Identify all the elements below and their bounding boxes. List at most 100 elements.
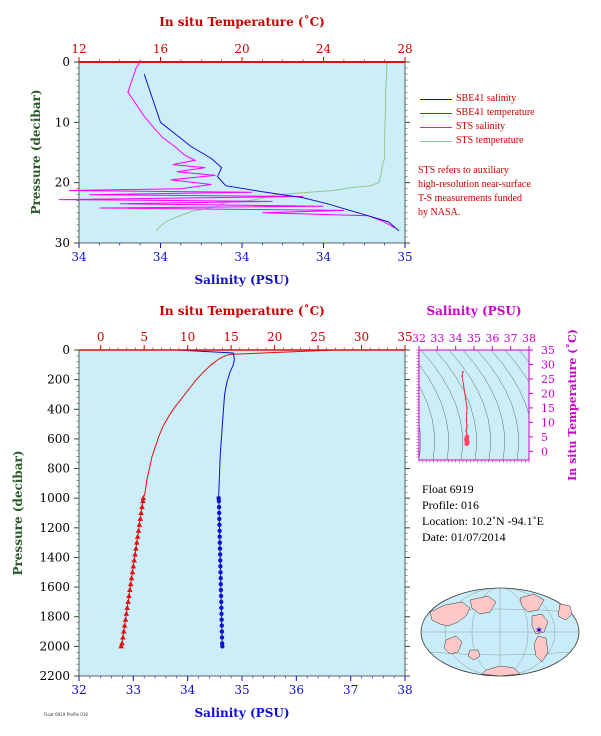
pressure-tick-label: 600: [47, 432, 70, 446]
footer-id: Float 6919 Profile 016: [44, 712, 88, 717]
density-contour: [490, 350, 529, 416]
temperature-tick-label: 0: [97, 330, 105, 344]
profile-number: Profile: 016: [422, 498, 479, 512]
note-line: high-resolution near-surface: [418, 179, 531, 190]
series-sts-temperature: [156, 62, 388, 232]
salinity-marker: [218, 587, 224, 593]
salinity-marker: [220, 644, 225, 649]
temperature-marker: [127, 587, 133, 593]
salinity-marker: [217, 540, 223, 545]
series-sts-salinity: [58, 61, 396, 229]
ts-point: [466, 406, 469, 409]
ts-temperature-tick-label: 10: [541, 416, 555, 429]
legend-item-sts-salinity: STS salinity: [418, 120, 535, 134]
ts-point: [462, 370, 464, 373]
temperature-marker: [129, 569, 136, 575]
ts-point: [464, 398, 467, 401]
plot-area: [78, 61, 406, 244]
ts-temperature-tick-label: 0: [541, 445, 548, 458]
ts-salinity-axis-label: Salinity (PSU): [426, 304, 521, 318]
ts-point: [464, 441, 469, 447]
salinity-tick-label: 34: [180, 683, 196, 697]
pressure-tick-label: 200: [47, 373, 70, 387]
main-temperature-axis-label: In situ Temperature (˚C): [159, 303, 325, 318]
salinity-marker: [217, 522, 222, 528]
salinity-marker: [218, 576, 223, 581]
legend-label: STS salinity: [456, 121, 506, 132]
salinity-tick-label: 34: [316, 250, 332, 264]
legend-swatch: [420, 99, 452, 100]
temperature-marker: [127, 581, 134, 587]
pressure-tick-label: 0: [62, 343, 70, 357]
ts-plot-area: [418, 349, 530, 461]
density-contour: [448, 350, 491, 460]
density-contour: [419, 364, 449, 460]
salinity-tick-label: 37: [343, 683, 358, 697]
legend-label: SBE41 temperature: [456, 107, 535, 118]
salinity-marker: [217, 528, 222, 533]
temperature-marker: [132, 551, 138, 557]
ts-point: [465, 412, 468, 415]
pressure-tick-label: 30: [55, 236, 70, 250]
salinity-tick-label: 34: [153, 250, 169, 264]
ts-salinity-tick-label: 36: [485, 332, 499, 345]
density-contour: [419, 385, 435, 460]
temperature-marker: [138, 510, 144, 515]
salinity-marker: [216, 510, 222, 516]
ts-temperature-tick-label: 30: [541, 358, 555, 371]
note-line: by NASA.: [418, 207, 461, 218]
temperature-marker: [128, 575, 135, 581]
map-graticule: [421, 587, 579, 677]
ts-temperature-tick-label: 20: [541, 387, 555, 400]
salinity-marker: [218, 581, 224, 587]
legend-swatch: [420, 113, 452, 114]
ts-salinity-tick-label: 34: [449, 332, 463, 345]
ts-salinity-tick-label: 38: [522, 332, 536, 345]
top-temperature-axis-label: In situ Temperature (˚C): [159, 14, 325, 29]
ts-point: [465, 430, 468, 433]
main-pressure-axis-label: Pressure (decibar): [11, 450, 25, 575]
series-temperature: [120, 349, 336, 647]
temperature-marker: [130, 563, 137, 569]
temperature-tick-label: 20: [234, 42, 249, 56]
ts-temperature-axis-label: In situ Temperature (˚C): [566, 329, 579, 481]
salinity-tick-label: 34: [71, 250, 87, 264]
temperature-marker: [139, 504, 145, 510]
top-chart-legend: SBE41 salinity SBE41 temperature STS sal…: [418, 92, 535, 148]
salinity-marker: [217, 534, 222, 539]
temperature-tick-label: 35: [397, 330, 412, 344]
series-salinity: [176, 349, 235, 647]
top-pressure-axis-label: Pressure (decibar): [29, 89, 43, 214]
ts-temperature-tick-label: 15: [541, 402, 555, 415]
salinity-marker: [219, 617, 224, 622]
temperature-tick-label: 15: [223, 330, 238, 344]
temperature-marker: [124, 604, 131, 610]
salinity-marker: [218, 593, 224, 599]
temperature-marker: [121, 622, 128, 628]
legend-item-sts-temperature: STS temperature: [418, 134, 535, 148]
temperature-marker: [137, 515, 144, 521]
temperature-marker: [126, 592, 132, 598]
ts-point: [465, 432, 468, 435]
temperature-marker: [119, 640, 125, 646]
ts-salinity-tick-label: 32: [412, 332, 426, 345]
ts-point: [461, 375, 464, 378]
temperature-marker: [123, 610, 130, 616]
ts-salinity-tick-label: 35: [467, 332, 481, 345]
pressure-tick-label: 1400: [39, 550, 70, 564]
pressure-tick-label: 1800: [39, 610, 70, 624]
salinity-marker: [219, 605, 224, 611]
ts-point: [462, 386, 465, 389]
density-contour: [434, 350, 477, 460]
temperature-marker: [134, 533, 141, 539]
legend-item-sbe41-temperature: SBE41 temperature: [418, 106, 535, 120]
density-contour: [462, 350, 505, 460]
note-line: T-S measurements funded: [418, 193, 523, 204]
temperature-tick-label: 5: [140, 330, 148, 344]
pressure-tick-label: 1200: [39, 521, 70, 535]
salinity-marker: [218, 564, 223, 569]
sts-note: STS refers to auxiliary high-resolution …: [418, 164, 588, 220]
legend-swatch: [420, 127, 452, 128]
main-salinity-axis-label: Salinity (PSU): [194, 706, 289, 720]
temperature-tick-label: 20: [267, 330, 282, 344]
